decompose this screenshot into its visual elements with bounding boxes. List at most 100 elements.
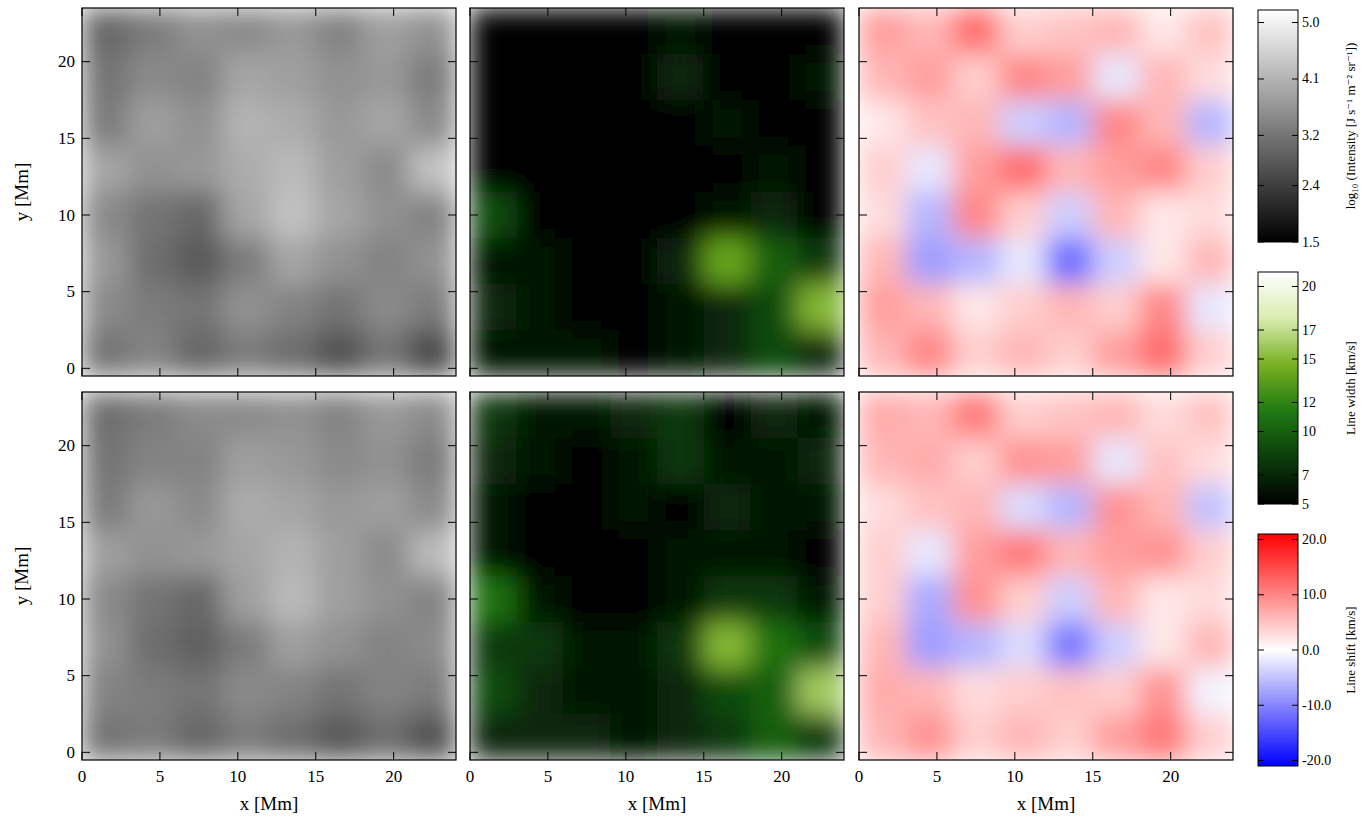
cell <box>906 8 953 55</box>
cell <box>797 392 844 439</box>
y-tick <box>448 522 456 523</box>
y-tick <box>836 522 844 523</box>
y-tick <box>82 61 90 62</box>
colorbar-tick <box>1292 135 1298 136</box>
x-tick <box>703 752 704 760</box>
cell <box>269 576 316 623</box>
cell <box>610 284 657 331</box>
y-tick <box>1225 445 1233 446</box>
cell <box>82 8 129 55</box>
cell <box>1140 100 1187 147</box>
cell <box>517 622 564 669</box>
y-tick <box>836 445 844 446</box>
colorbar-tick <box>1258 539 1264 540</box>
cell <box>906 54 953 101</box>
cell <box>222 238 269 285</box>
cell <box>1186 622 1233 669</box>
cell <box>704 238 751 285</box>
y-tick <box>859 368 867 369</box>
cell <box>999 330 1046 376</box>
x-tick <box>1170 752 1171 760</box>
cell <box>564 576 611 623</box>
cell <box>470 54 517 101</box>
x-tick <box>315 8 316 16</box>
cell <box>797 484 844 531</box>
colorbar-tick-label: 2.4 <box>1302 178 1320 193</box>
cell <box>704 576 751 623</box>
colorbar-label: Line shift [km/s] <box>1343 606 1358 693</box>
cell <box>316 330 363 376</box>
y-tick <box>470 522 478 523</box>
y-tick <box>859 291 867 292</box>
cell <box>906 330 953 376</box>
cell <box>176 146 223 193</box>
cell <box>470 530 517 577</box>
y-tick <box>859 138 867 139</box>
cell <box>316 622 363 669</box>
cell <box>316 284 363 331</box>
cell <box>269 530 316 577</box>
colorbar-tick-label: 17 <box>1302 323 1316 338</box>
colorbar-tick-label: 15 <box>1302 352 1316 367</box>
cell <box>82 714 129 760</box>
y-tick <box>448 61 456 62</box>
cell <box>953 392 1000 439</box>
cell <box>517 192 564 239</box>
cell <box>222 530 269 577</box>
cell <box>797 668 844 715</box>
cell <box>953 484 1000 531</box>
colorbar-tick-label: 1.5 <box>1302 235 1320 250</box>
cell <box>269 146 316 193</box>
cell <box>470 438 517 485</box>
cell <box>409 192 456 239</box>
cell <box>797 530 844 577</box>
x-tick <box>470 392 471 400</box>
cell <box>564 54 611 101</box>
cell <box>1140 438 1187 485</box>
cell <box>999 284 1046 331</box>
cell <box>316 392 363 439</box>
x-tick <box>781 752 782 760</box>
cell <box>1046 484 1093 531</box>
cell <box>517 484 564 531</box>
x-tick <box>1170 392 1171 400</box>
heatmap <box>859 8 1233 376</box>
cell <box>1046 100 1093 147</box>
colorbar-tick-label: 5 <box>1302 497 1309 512</box>
colorbar-tick <box>1258 330 1264 331</box>
y-tick <box>470 752 478 753</box>
frame <box>82 8 456 376</box>
x-tick <box>82 752 83 760</box>
cell <box>1186 284 1233 331</box>
y-tick <box>859 61 867 62</box>
cell <box>859 146 906 193</box>
y-tick <box>836 752 844 753</box>
cell <box>1093 530 1140 577</box>
cell <box>1140 8 1187 55</box>
x-tick-label: 5 <box>544 767 553 786</box>
y-tick <box>448 291 456 292</box>
colorbar-tick-label: 12 <box>1302 395 1316 410</box>
cell <box>129 622 176 669</box>
cell <box>176 330 223 376</box>
colorbar-tick <box>1292 431 1298 432</box>
x-tick <box>470 752 471 760</box>
x-tick-label: 15 <box>695 767 712 786</box>
cell <box>797 714 844 760</box>
x-axis-title: x [Mm] <box>628 793 687 814</box>
cell <box>751 192 798 239</box>
y-tick <box>448 138 456 139</box>
cell <box>564 668 611 715</box>
cell <box>657 714 704 760</box>
cell <box>176 668 223 715</box>
cell <box>222 622 269 669</box>
x-tick <box>703 368 704 376</box>
cell <box>517 284 564 331</box>
cell <box>751 484 798 531</box>
cell <box>1140 392 1187 439</box>
cell <box>470 392 517 439</box>
cell <box>82 192 129 239</box>
x-tick <box>393 392 394 400</box>
x-tick-label: 10 <box>1006 767 1023 786</box>
cell <box>517 530 564 577</box>
